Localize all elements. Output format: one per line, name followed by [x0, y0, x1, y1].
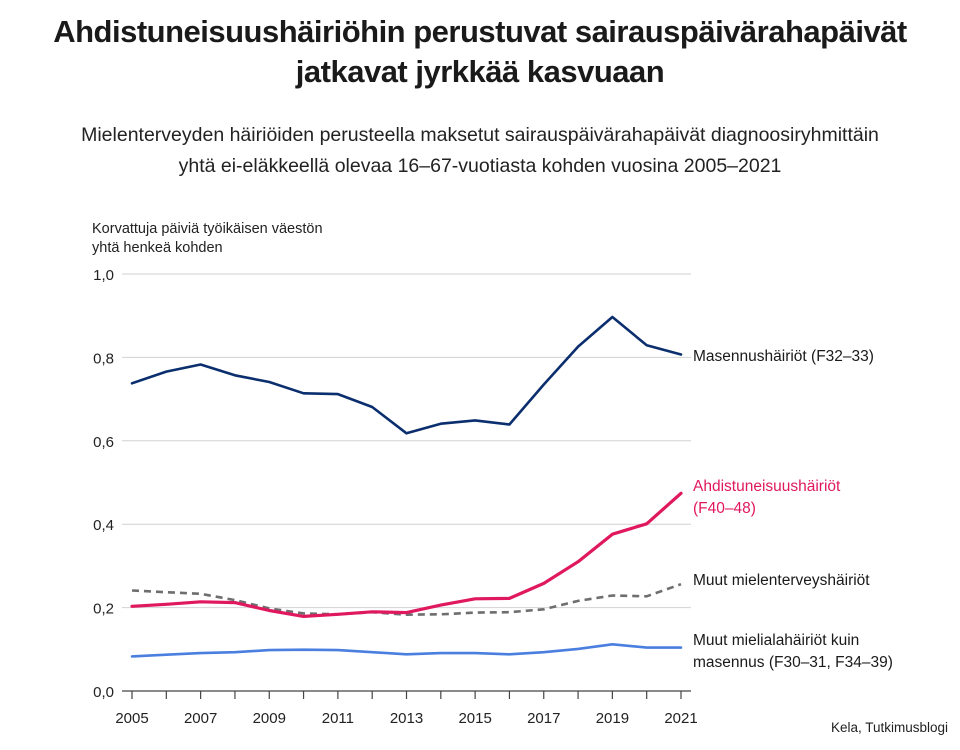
series-label: Muut mielialahäiriöt kuin [693, 632, 859, 649]
chart-title-line-1: Ahdistuneisuushäiriöhin perustuvat saira… [53, 14, 907, 49]
series-line [130, 315, 683, 435]
x-tick-label: 2015 [458, 710, 491, 727]
chart-subtitle-line-2: yhtä ei-eläkkeellä olevaa 16–67-vuotiast… [178, 155, 782, 177]
y-tick-label: 0,2 [93, 601, 114, 618]
series-label: (F40–48) [693, 500, 756, 517]
chart-subtitle: Mielenterveyden häiriöiden perusteella m… [0, 120, 960, 182]
series-label: Muut mielenterveyshäiriöt [693, 572, 870, 589]
x-tick-label: 2007 [184, 710, 217, 727]
chart-title: Ahdistuneisuushäiriöhin perustuvat saira… [0, 12, 960, 92]
series-line [130, 643, 683, 658]
y-tick-label: 0,6 [93, 434, 114, 451]
series-label: masennus (F30–31, F34–39) [693, 654, 893, 671]
x-tick-label: 2009 [253, 710, 286, 727]
x-tick-label: 2013 [390, 710, 423, 727]
x-tick-label: 2017 [527, 710, 560, 727]
y-tick-label: 1,0 [93, 267, 114, 284]
series-label: Ahdistuneisuushäiriöt [693, 478, 841, 495]
x-tick-label: 2021 [664, 710, 697, 727]
x-tick-label: 2019 [596, 710, 629, 727]
series-line [130, 491, 683, 618]
series-line [131, 582, 682, 616]
chart-title-line-2: jatkavat jyrkkää kasvuaan [295, 54, 665, 89]
source-credit: Kela, Tutkimusblogi [830, 720, 948, 735]
y-tick-label: 0,4 [93, 517, 114, 534]
y-axis-title: Korvattuja päiviä työikäisen väestön [92, 221, 323, 237]
chart-subtitle-line-1: Mielenterveyden häiriöiden perusteella m… [81, 124, 879, 146]
y-axis-title: yhtä henkeä kohden [92, 240, 223, 256]
y-tick-label: 0,8 [93, 350, 114, 367]
x-tick-label: 2005 [115, 710, 148, 727]
x-tick-label: 2011 [322, 710, 354, 727]
y-tick-label: 0,0 [93, 684, 114, 701]
series-label: Masennushäiriöt (F32–33) [693, 348, 874, 365]
